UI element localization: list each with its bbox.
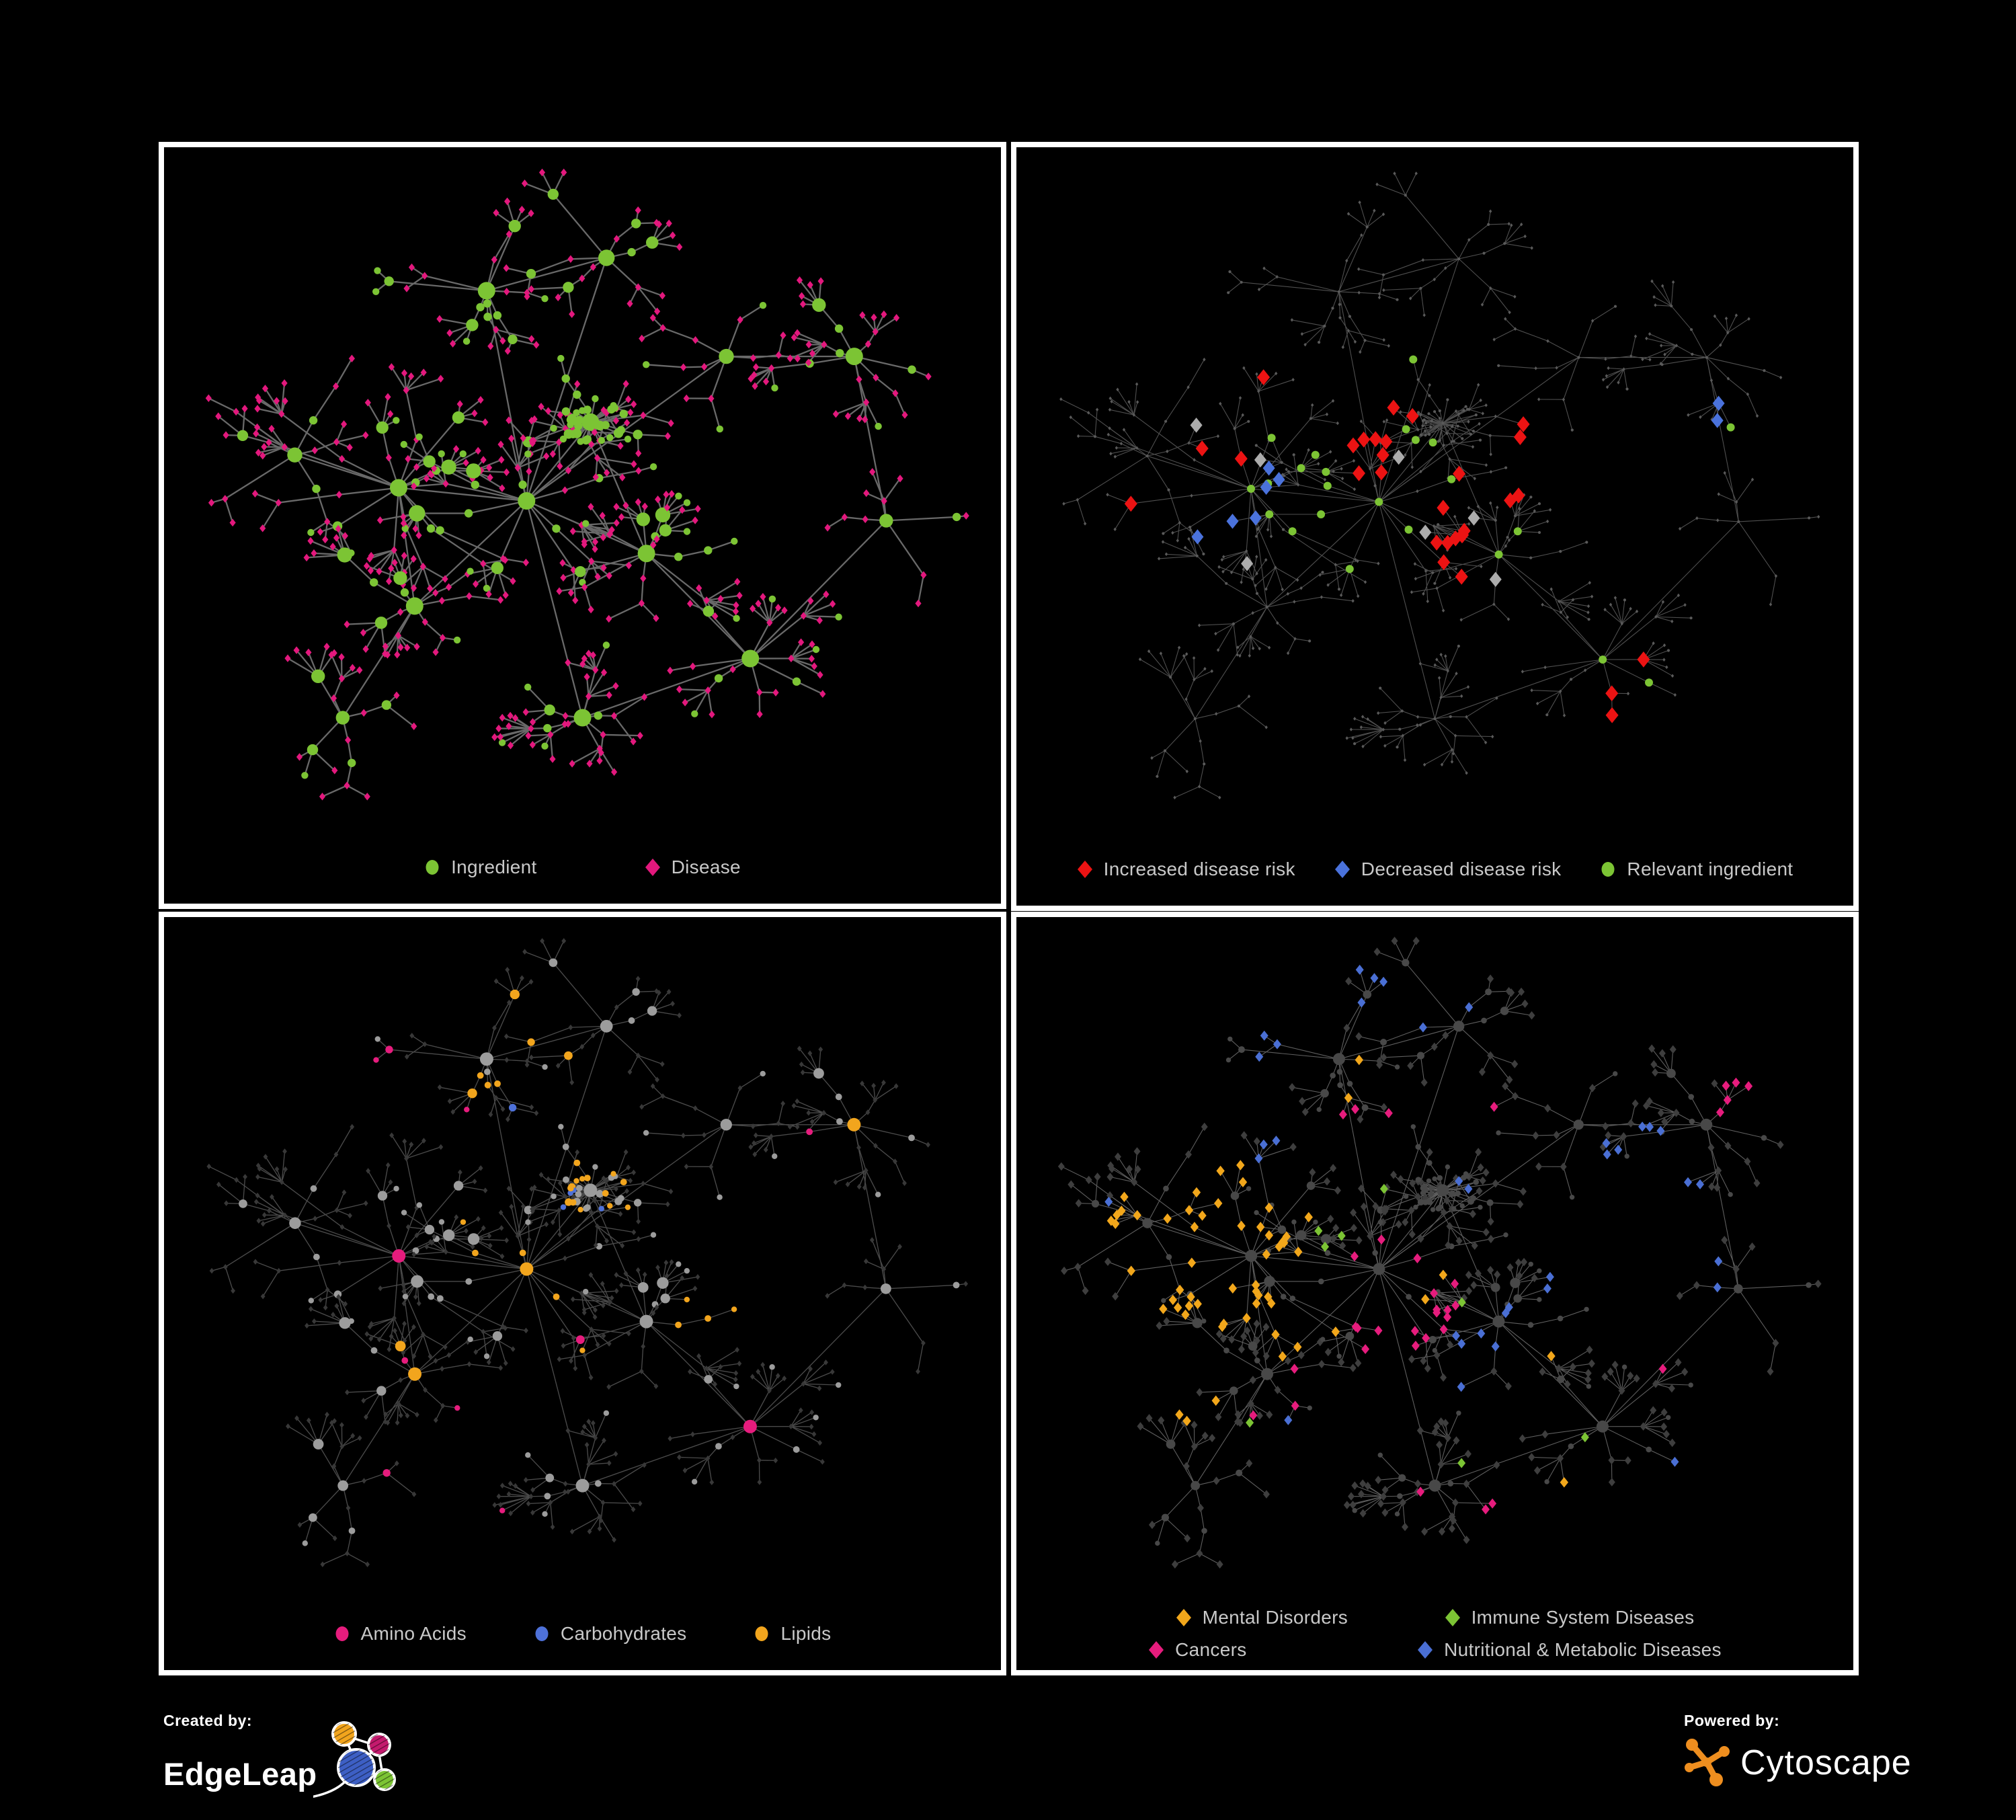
legend-diamond-icon bbox=[1077, 861, 1092, 878]
legend-diamond-icon bbox=[1418, 1641, 1433, 1659]
edgeleap-wordmark: EdgeLeap bbox=[163, 1756, 317, 1792]
legend-item-ingredient: Ingredient bbox=[424, 857, 537, 878]
legend-label: Mental Disorders bbox=[1202, 1607, 1348, 1628]
panel-disease-classes: Mental Disorders Immune System Diseases Ca… bbox=[1011, 912, 1859, 1675]
panel-disease-risk: Increased disease risk Decreased disease … bbox=[1011, 142, 1859, 911]
graph-nodes-group bbox=[1059, 171, 1820, 799]
network-graph-disease-risk bbox=[1016, 147, 1853, 833]
legend-diamond-icon bbox=[1445, 1609, 1460, 1626]
legend-label: Cancers bbox=[1175, 1639, 1247, 1660]
legend-row: Cancers Nutritional & Metabolic Diseases bbox=[1148, 1639, 1722, 1661]
legend-label: Nutritional & Metabolic Diseases bbox=[1444, 1639, 1722, 1660]
legend-label: Carbohydrates bbox=[560, 1623, 687, 1644]
legend-row: Ingredient Disease bbox=[424, 857, 741, 878]
legend-item-mental-disorders: Mental Disorders bbox=[1176, 1607, 1348, 1628]
legend-ingredient-disease: Ingredient Disease bbox=[164, 831, 1001, 904]
network-svg bbox=[206, 938, 969, 1567]
powered-by-block: Powered by: Cytosc bbox=[1684, 1712, 1912, 1791]
graph-edges-group bbox=[1061, 941, 1818, 1565]
cytoscape-wordmark: Cytoscape bbox=[1740, 1743, 1912, 1782]
legend-diamond-icon bbox=[1334, 861, 1350, 878]
graph-edges-group bbox=[208, 941, 966, 1565]
legend-item-cancers: Cancers bbox=[1148, 1639, 1246, 1661]
legend-item-increased-disease-risk: Increased disease risk bbox=[1077, 859, 1295, 880]
legend-item-disease: Disease bbox=[645, 857, 741, 878]
edgeleap-logo-icon bbox=[217, 1716, 414, 1814]
legend-item-carbohydrates: Carbohydrates bbox=[534, 1623, 687, 1645]
network-graph-disease-classes bbox=[1016, 917, 1853, 1597]
graph-highlight-nodes-group bbox=[1104, 964, 1753, 1515]
network-svg bbox=[205, 168, 969, 801]
legend-diamond-icon bbox=[645, 859, 660, 876]
legend-diamond-icon bbox=[1149, 1641, 1164, 1659]
graph-nodes-group bbox=[206, 938, 969, 1567]
created-by-label: Created by: bbox=[163, 1712, 253, 1729]
legend-circle-icon bbox=[755, 1626, 768, 1641]
panel-nutrient-classes: Amino Acids Carbohydrates Lipids bbox=[159, 912, 1006, 1675]
graph-nodes-group bbox=[205, 168, 969, 801]
graph-highlight-nodes-group bbox=[373, 989, 861, 1513]
network-svg bbox=[1059, 171, 1820, 799]
legend-disease-risk: Increased disease risk Decreased disease … bbox=[1016, 833, 1853, 906]
graph-edges-group bbox=[208, 171, 967, 797]
created-by-block: Created by: EdgeLeap bbox=[163, 1712, 414, 1814]
graph-highlight-nodes-group bbox=[1124, 355, 1735, 723]
legend-row: Increased disease risk Decreased disease … bbox=[1077, 859, 1793, 880]
legend-label: Decreased disease risk bbox=[1361, 859, 1562, 879]
legend-item-lipids: Lipids bbox=[754, 1623, 831, 1645]
legend-label: Increased disease risk bbox=[1103, 859, 1295, 879]
panel-ingredient-disease: Ingredient Disease bbox=[159, 142, 1006, 909]
legend-label: Amino Acids bbox=[360, 1623, 467, 1644]
legend-label: Immune System Diseases bbox=[1471, 1607, 1695, 1628]
network-graph-nutrient-classes bbox=[164, 917, 1001, 1597]
legend-label: Lipids bbox=[780, 1623, 832, 1644]
legend-label: Relevant ingredient bbox=[1627, 859, 1793, 879]
cytoscape-logo-icon bbox=[1684, 1734, 1731, 1791]
legend-item-relevant-ingredient: Relevant ingredient bbox=[1600, 859, 1793, 880]
legend-item-amino-acids: Amino Acids bbox=[334, 1623, 467, 1645]
legend-item-immune-system-diseases: Immune System Diseases bbox=[1445, 1607, 1695, 1628]
legend-row: Mental Disorders Immune System Diseases bbox=[1176, 1607, 1695, 1628]
legend-diamond-icon bbox=[1176, 1609, 1191, 1626]
legend-circle-icon bbox=[535, 1626, 549, 1641]
legend-circle-icon bbox=[335, 1626, 349, 1641]
legend-disease-classes: Mental Disorders Immune System Diseases Ca… bbox=[1016, 1597, 1853, 1670]
legend-item-decreased-disease-risk: Decreased disease risk bbox=[1334, 859, 1562, 880]
legend-nutrient-classes: Amino Acids Carbohydrates Lipids bbox=[164, 1597, 1001, 1670]
powered-by-label: Powered by: bbox=[1684, 1712, 1780, 1729]
legend-label: Ingredient bbox=[451, 857, 537, 877]
legend-item-nutritional-metabolic-diseases: Nutritional & Metabolic Diseases bbox=[1417, 1639, 1722, 1661]
network-svg bbox=[1057, 937, 1822, 1569]
network-graph-ingredient-disease bbox=[164, 147, 1001, 831]
graph-edges-group bbox=[1061, 173, 1819, 798]
legend-circle-icon bbox=[426, 860, 439, 875]
legend-label: Disease bbox=[671, 857, 741, 877]
legend-row: Amino Acids Carbohydrates Lipids bbox=[334, 1623, 832, 1645]
legend-circle-icon bbox=[1601, 862, 1615, 877]
